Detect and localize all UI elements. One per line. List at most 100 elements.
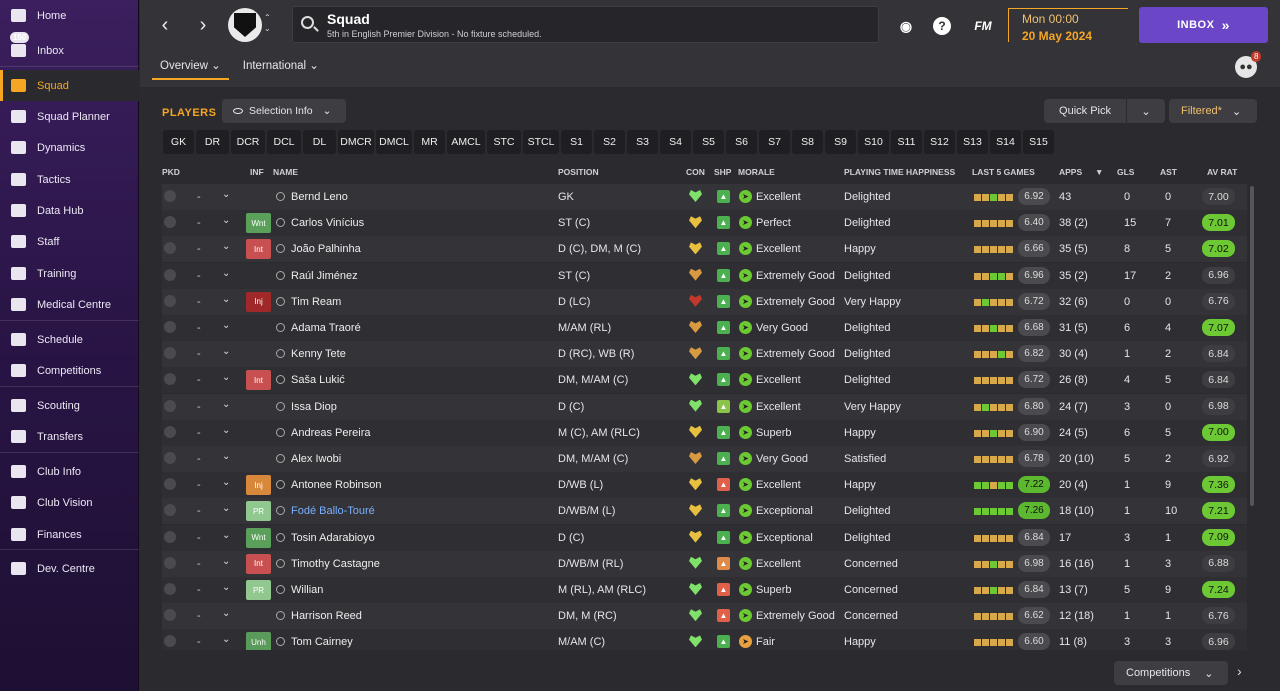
table-row[interactable]: - ⌄ Issa Diop D (C) ▲ ➤ Excellent Very Happy 6.8… — [162, 393, 1247, 420]
player-name[interactable]: Saša Lukić — [291, 374, 345, 387]
sidebar-item-schedule[interactable]: Schedule — [0, 324, 139, 355]
position-filter-s2[interactable]: S2 — [594, 130, 625, 154]
col-morale[interactable]: MORALE — [738, 167, 775, 177]
table-row[interactable]: - ⌄ Kenny Tete D (RC), WB (R) ▲ ➤ Extremely Go… — [162, 341, 1247, 368]
position-filter-dcr[interactable]: DCR — [231, 130, 265, 154]
tab-international[interactable]: International ⌄ — [242, 60, 319, 72]
position-filter-s3[interactable]: S3 — [627, 130, 658, 154]
chevron-down-icon[interactable]: ⌄ — [222, 372, 231, 384]
col-name[interactable]: NAME — [273, 167, 299, 177]
position-filter-s15[interactable]: S15 — [1023, 130, 1054, 154]
help-icon[interactable]: ? — [933, 17, 951, 35]
sidebar-item-finances[interactable]: Finances — [0, 519, 139, 550]
sidebar-item-inbox[interactable]: 150 Inbox — [0, 31, 139, 66]
selection-info-button[interactable]: Selection Info ⌄ — [222, 99, 346, 123]
table-row[interactable]: - ⌄ Int João Palhinha D (C), DM, M (C) ▲ ➤ Exce… — [162, 236, 1247, 263]
chevron-down-icon[interactable]: ⌄ — [222, 503, 231, 515]
table-row[interactable]: - ⌄ PR Willian M (RL), AM (RLC) ▲ ➤ Superb Conce… — [162, 577, 1247, 603]
inbox-continue-button[interactable]: INBOX » — [1139, 7, 1268, 43]
table-row[interactable]: - ⌄ Alex Iwobi DM, M/AM (C) ▲ ➤ Very Good Satis… — [162, 446, 1247, 472]
quick-pick-button[interactable]: Quick Pick — [1044, 99, 1126, 123]
position-filter-s11[interactable]: S11 — [891, 130, 922, 154]
position-filter-s7[interactable]: S7 — [759, 130, 790, 154]
pick-checkbox[interactable] — [164, 530, 176, 543]
sidebar-item-transfers[interactable]: Transfers — [0, 421, 139, 452]
table-row[interactable]: - ⌄ Int Timothy Castagne D/WB/M (RL) ▲ ➤ Excell… — [162, 550, 1247, 577]
player-name[interactable]: Tim Ream — [291, 295, 342, 308]
club-switch-arrows-icon[interactable]: ⌃ ⌄ — [264, 13, 271, 33]
table-row[interactable]: - ⌄ Harrison Reed DM, M (RC) ▲ ➤ Extremely Goo… — [162, 603, 1247, 630]
table-row[interactable]: - ⌄ Wnt Carlos Vinícius ST (C) ▲ ➤ Perfect Delig… — [162, 210, 1247, 237]
player-name[interactable]: Raúl Jiménez — [291, 269, 358, 282]
sidebar-item-squad[interactable]: Squad — [0, 70, 139, 101]
position-filter-s13[interactable]: S13 — [957, 130, 988, 154]
pick-checkbox[interactable] — [164, 504, 176, 517]
position-filter-stc[interactable]: STC — [487, 130, 521, 154]
game-date[interactable]: Mon 00:00 20 May 2024 — [1008, 8, 1128, 43]
chevron-down-icon[interactable]: ⌄ — [222, 477, 231, 489]
sidebar-item-club-info[interactable]: Club Info — [0, 456, 139, 487]
player-name[interactable]: Adama Traoré — [291, 322, 361, 334]
sidebar-item-club-vision[interactable]: Club Vision — [0, 487, 139, 518]
fm-logo[interactable]: FM — [974, 19, 992, 33]
forward-button[interactable]: › — [199, 13, 207, 36]
sidebar-item-home[interactable]: Home — [0, 0, 139, 31]
table-row[interactable]: - ⌄ Andreas Pereira M (C), AM (RLC) ▲ ➤ Superb… — [162, 419, 1247, 446]
position-filter-s12[interactable]: S12 — [924, 130, 955, 154]
back-button[interactable]: ‹ — [161, 13, 169, 36]
pick-checkbox[interactable] — [164, 321, 176, 333]
position-filter-s1[interactable]: S1 — [561, 130, 592, 154]
player-name[interactable]: Bernd Leno — [291, 191, 348, 203]
player-name[interactable]: Willian — [291, 584, 324, 596]
filter-button[interactable]: Filtered* ⌄ — [1169, 99, 1257, 123]
table-row[interactable]: - ⌄ Raúl Jiménez ST (C) ▲ ➤ Extremely Good Deli… — [162, 262, 1247, 289]
table-row[interactable]: - ⌄ Wnt Tosin Adarabioyo D (C) ▲ ➤ Exceptional D… — [162, 524, 1247, 551]
sidebar-item-scouting[interactable]: Scouting — [0, 390, 139, 421]
position-filter-s6[interactable]: S6 — [726, 130, 757, 154]
table-row[interactable]: - ⌄ Int Saša Lukić DM, M/AM (C) ▲ ➤ Excellent De… — [162, 367, 1247, 394]
chevron-down-icon[interactable]: ⌄ — [222, 451, 231, 462]
col-ast[interactable]: AST — [1160, 167, 1177, 177]
position-filter-stcl[interactable]: STCL — [523, 130, 559, 154]
player-name[interactable]: Antonee Robinson — [291, 479, 382, 492]
staff-people-icon[interactable]: ●● 8 — [1235, 51, 1262, 78]
player-name[interactable]: Alex Iwobi — [291, 453, 342, 465]
competitions-dropdown[interactable]: Competitions ⌄ — [1114, 661, 1228, 685]
col-pkd[interactable]: PKD — [162, 167, 180, 177]
sidebar-item-data-hub[interactable]: Data Hub — [0, 195, 139, 226]
col-avrat[interactable]: AV RAT — [1207, 167, 1238, 177]
table-row[interactable]: - ⌄ PR Fodé Ballo-Touré D/WB/M (L) ▲ ➤ Exceptio… — [162, 498, 1247, 525]
search-title-box[interactable]: Squad 5th in English Premier Division - … — [292, 6, 879, 43]
chevron-right-icon[interactable]: › — [1237, 663, 1242, 679]
club-crest-icon[interactable] — [228, 8, 262, 42]
scrollbar[interactable] — [1250, 186, 1254, 506]
chevron-down-icon[interactable]: ⌄ — [222, 215, 231, 227]
chevron-down-icon[interactable]: ⌄ — [222, 320, 231, 331]
col-shp[interactable]: SHP — [714, 167, 732, 177]
pick-checkbox[interactable] — [164, 242, 176, 255]
player-name[interactable]: João Palhinha — [291, 243, 361, 256]
pick-checkbox[interactable] — [164, 399, 176, 412]
chevron-down-icon[interactable]: ⌄ — [222, 267, 231, 279]
table-row[interactable]: - ⌄ Inj Tim Ream D (LC) ▲ ➤ Extremely Good Very … — [162, 288, 1247, 315]
position-filter-s10[interactable]: S10 — [858, 130, 889, 154]
col-apps[interactable]: APPS — [1059, 167, 1083, 177]
chevron-down-icon[interactable]: ⌄ — [222, 529, 231, 541]
sidebar-item-dev-centre[interactable]: Dev. Centre — [0, 553, 139, 584]
chevron-down-icon[interactable]: ⌄ — [222, 634, 231, 646]
chevron-down-icon[interactable]: ⌄ — [222, 424, 231, 436]
player-name[interactable]: Andreas Pereira — [291, 426, 371, 439]
position-filter-dr[interactable]: DR — [196, 130, 229, 154]
tab-overview[interactable]: Overview ⌄ — [152, 58, 229, 80]
position-filter-s8[interactable]: S8 — [792, 130, 823, 154]
position-filter-amcl[interactable]: AMCL — [447, 130, 485, 154]
col-playing-time[interactable]: PLAYING TIME HAPPINESS — [844, 167, 956, 177]
pick-checkbox[interactable] — [164, 635, 176, 648]
chevron-down-icon[interactable]: ⌄ — [222, 189, 231, 200]
pick-checkbox[interactable] — [164, 452, 176, 464]
quick-pick-dropdown[interactable]: ⌄ — [1127, 99, 1165, 123]
pick-checkbox[interactable] — [164, 216, 176, 229]
chevron-down-icon[interactable]: ⌄ — [222, 582, 231, 593]
table-row[interactable]: - ⌄ Adama Traoré M/AM (RL) ▲ ➤ Very Good Deligh… — [162, 315, 1247, 341]
chevron-down-icon[interactable]: ⌄ — [222, 555, 231, 567]
